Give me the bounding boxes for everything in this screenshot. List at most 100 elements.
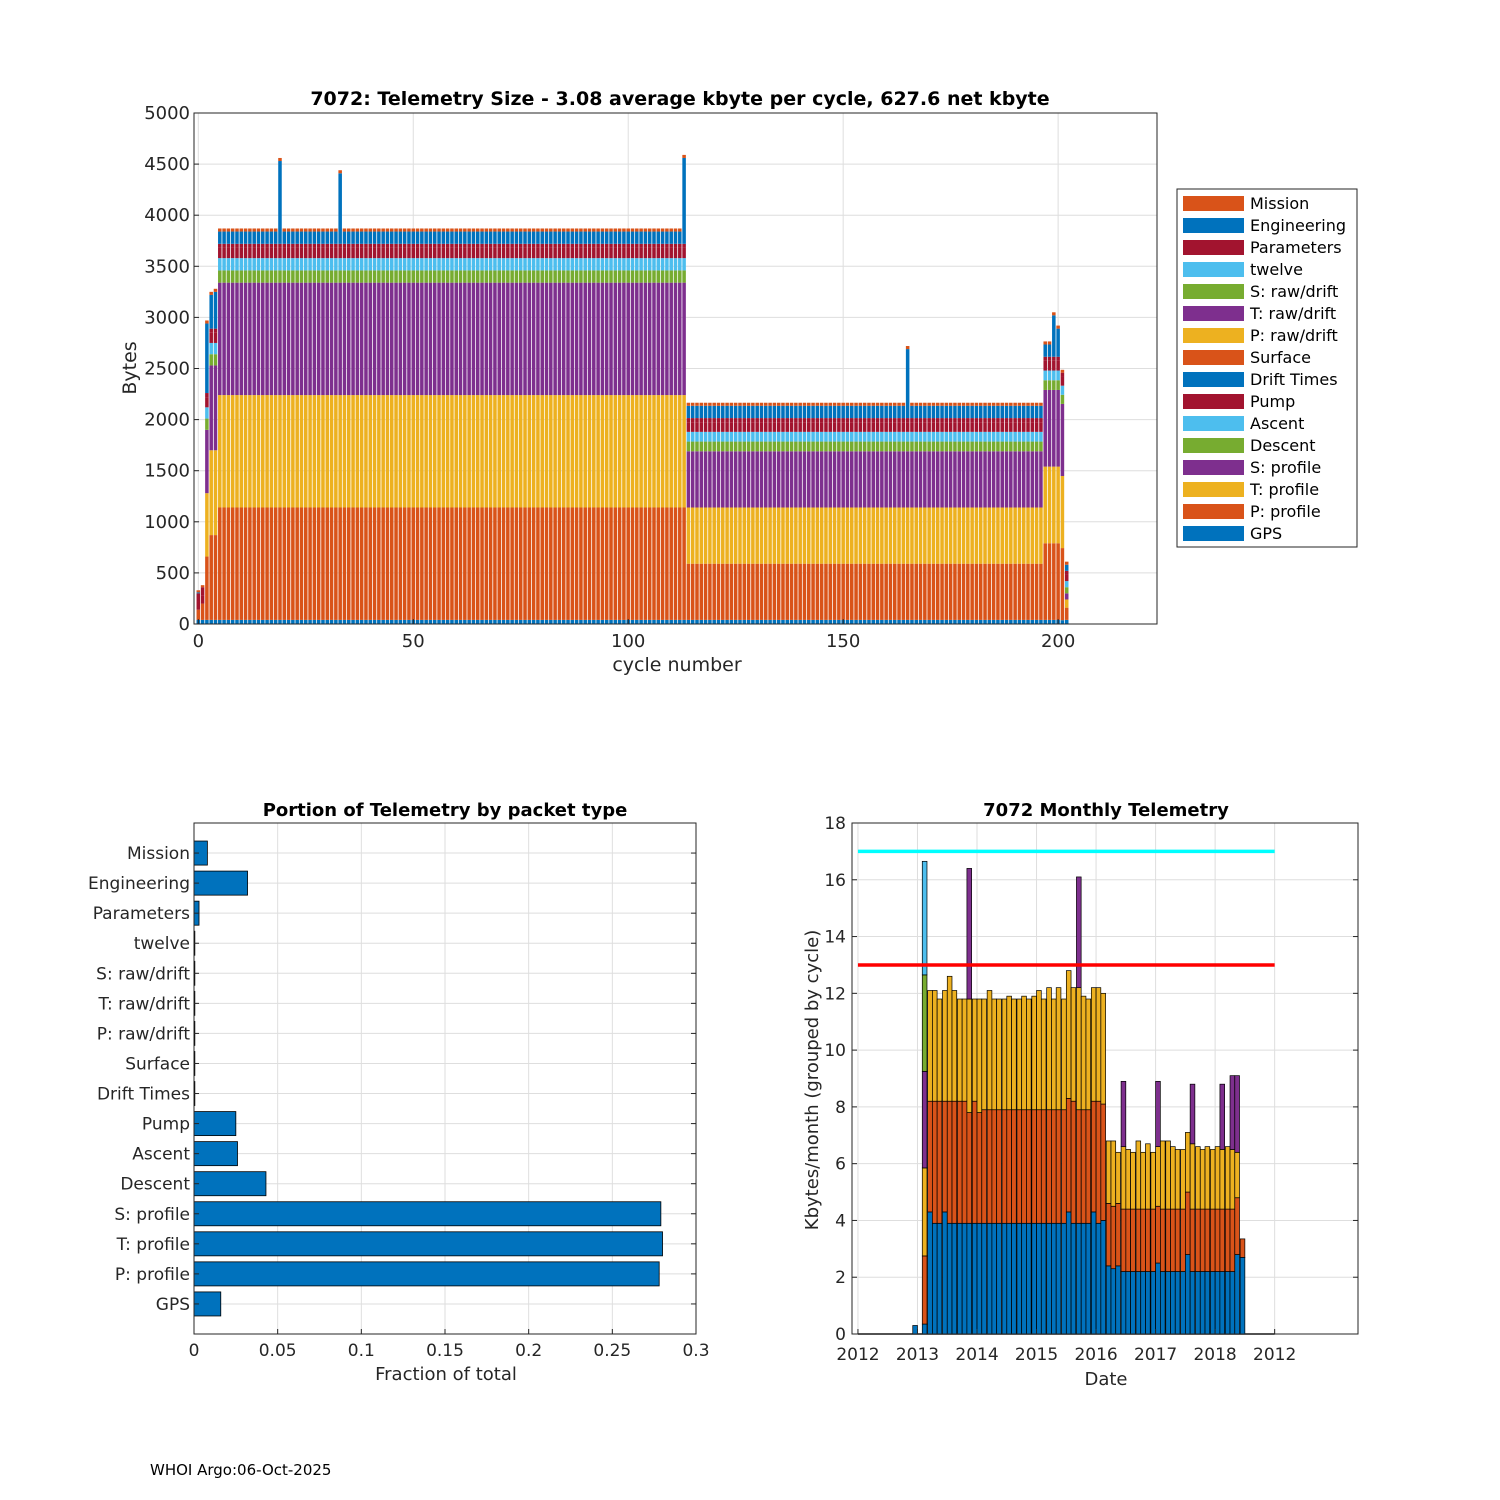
bar-segment [789, 405, 794, 419]
bar-segment [501, 231, 506, 244]
bar-segment [441, 619, 446, 624]
cycle-bar [652, 228, 656, 624]
bar-segment [678, 243, 682, 248]
bar-segment [1000, 619, 1004, 624]
bar-segment [832, 619, 837, 624]
cycle-bar [690, 402, 695, 624]
bar-segment [334, 395, 338, 508]
bar-segment [1056, 356, 1060, 361]
month-segment [1011, 998, 1017, 1111]
bar-segment [957, 422, 962, 432]
bar-segment [617, 247, 622, 259]
bar-segment [703, 619, 708, 624]
bar-segment [738, 418, 742, 423]
month-segment [1036, 990, 1042, 1111]
monthly-bars [857, 860, 1275, 1335]
bar-segment [703, 402, 708, 406]
bar-segment [781, 619, 785, 624]
bar-segment [342, 243, 347, 248]
bar-segment [630, 282, 635, 396]
bar-segment [261, 507, 265, 620]
bar-segment [643, 619, 648, 624]
bar-segment [931, 507, 936, 564]
bar-segment [660, 507, 665, 620]
cycle-bar [935, 402, 940, 624]
bar-segment [974, 422, 979, 432]
month-segment [1224, 1208, 1231, 1272]
legend-swatch [1183, 394, 1244, 409]
bar-segment [905, 431, 910, 442]
bar-segment [828, 422, 833, 432]
bar-segment [686, 451, 691, 508]
bar-segment [574, 507, 579, 620]
bar-segment [1030, 402, 1035, 406]
bar-segment [239, 231, 244, 244]
bar-segment [600, 258, 605, 271]
bar-segment [209, 354, 213, 366]
bar-segment [458, 619, 463, 624]
bar-segment [927, 422, 931, 432]
bar-segment [755, 441, 759, 452]
bar-segment [218, 228, 222, 232]
bar-segment [703, 422, 708, 432]
month-bar [1070, 987, 1077, 1335]
cycle-bar [415, 228, 420, 624]
bar-segment [970, 507, 974, 564]
bar-segment [536, 231, 540, 244]
category-label: P: raw/drift [97, 1024, 191, 1044]
bar-segment [660, 270, 665, 283]
bar-segment [837, 563, 841, 620]
legend-label: Mission [1250, 194, 1309, 213]
bar-segment [1034, 507, 1039, 564]
month-segment [1229, 1208, 1236, 1272]
bar-segment [850, 619, 854, 624]
bar-segment [579, 507, 583, 620]
bar-segment [910, 431, 914, 442]
bar-segment [316, 243, 321, 248]
bar-segment [953, 418, 957, 423]
bar-segment [458, 231, 463, 244]
bar-segment [1026, 422, 1030, 432]
bar-segment [789, 619, 794, 624]
bar-segment [415, 258, 420, 271]
bar-segment [389, 258, 394, 271]
bar-segment [759, 422, 764, 432]
bar-segment [471, 231, 476, 244]
cycle-bar [347, 228, 351, 624]
cycle-bar [523, 228, 527, 624]
bar-segment [1064, 561, 1069, 565]
bar-segment [978, 619, 983, 624]
bar-segment [342, 247, 347, 259]
month-bar [1120, 1080, 1127, 1335]
bar-segment [961, 507, 966, 564]
bar-segment [927, 619, 931, 624]
bar-segment [682, 154, 686, 158]
cycle-bar [914, 402, 919, 624]
bar-segment [733, 507, 738, 564]
bar-segment [987, 431, 992, 442]
bar-segment [450, 395, 454, 508]
bar-segment [334, 247, 338, 259]
bar-segment [905, 349, 910, 419]
bar-segment [918, 431, 923, 442]
bar-segment [583, 282, 587, 396]
bar-segment [364, 228, 368, 232]
bar-segment [381, 507, 385, 620]
bar-segment [746, 563, 751, 620]
month-segment [1065, 970, 1072, 1099]
cycle-bar [764, 402, 768, 624]
bar-segment [841, 418, 845, 423]
bar-segment [278, 507, 282, 620]
cycle-bar [536, 228, 540, 624]
legend-label: Surface [1250, 348, 1311, 367]
bar-segment [910, 563, 914, 620]
bar-segment [488, 395, 493, 508]
bar-segment [1017, 619, 1022, 624]
bar-segment [282, 282, 287, 396]
bar-segment [798, 422, 802, 432]
bar-segment [854, 402, 858, 406]
bar-segment [458, 282, 463, 396]
bar-segment [725, 405, 729, 419]
bar-segment [643, 228, 648, 232]
bar-segment [1026, 563, 1030, 620]
